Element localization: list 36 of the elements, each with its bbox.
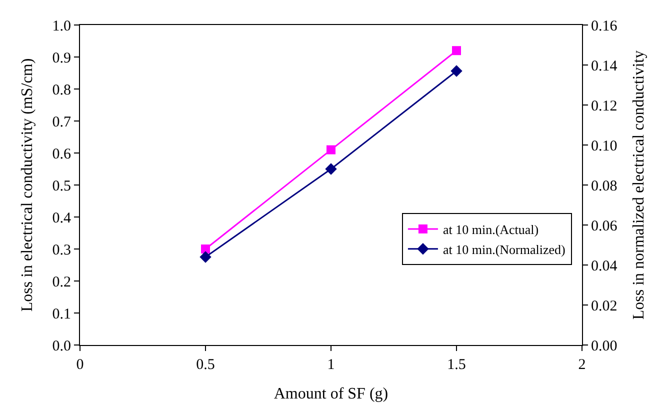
point <box>450 65 462 77</box>
x-axis-title: Amount of SF (g) <box>274 386 388 403</box>
x-tick-label: 0.5 <box>196 357 215 373</box>
point <box>326 145 336 154</box>
y2-tick-label: 0.02 <box>591 298 618 314</box>
y2-tick-label: 0.04 <box>591 258 618 274</box>
x-tick-label: 1 <box>327 357 335 373</box>
y2-tick-label: 0.16 <box>591 18 618 34</box>
y2-tick-label: 0.12 <box>591 98 618 114</box>
y-tick-label: 0.2 <box>52 274 71 290</box>
point <box>325 163 337 175</box>
y-tick-label: 0.0 <box>52 338 71 354</box>
y2-tick-label: 0.00 <box>591 338 618 354</box>
y2-tick-label: 0.14 <box>591 58 618 74</box>
y-axis-title: Loss in electrical conductivity (mS/cm) <box>19 58 36 312</box>
x-tick-label: 0 <box>76 357 84 373</box>
y-tick-label: 0.1 <box>52 306 71 322</box>
point <box>200 251 212 263</box>
x-tick-label: 2 <box>578 357 586 373</box>
y-tick-label: 0.4 <box>52 210 72 226</box>
y-tick-label: 0.5 <box>52 178 71 194</box>
y2-axis-title: Loss in normalized electrical conductivity <box>630 50 648 320</box>
legend-label: at 10 min.(Actual) <box>442 222 539 238</box>
y-tick-label: 0.3 <box>52 242 71 258</box>
point <box>201 244 210 254</box>
y2-tick-label: 0.08 <box>591 178 618 194</box>
y-tick-label: 0.7 <box>52 114 72 130</box>
y-tick-label: 0.8 <box>52 82 71 98</box>
y-tick-label: 1.0 <box>52 18 71 34</box>
y-tick-label: 0.6 <box>52 146 72 162</box>
y2-tick-label: 0.10 <box>591 138 618 154</box>
legend-label: at 10 min.(Normalized) <box>442 242 566 257</box>
point <box>452 46 461 56</box>
y2-tick-label: 0.06 <box>591 218 618 234</box>
y-tick-label: 0.9 <box>52 50 71 66</box>
x-tick-label: 1.5 <box>447 357 466 373</box>
